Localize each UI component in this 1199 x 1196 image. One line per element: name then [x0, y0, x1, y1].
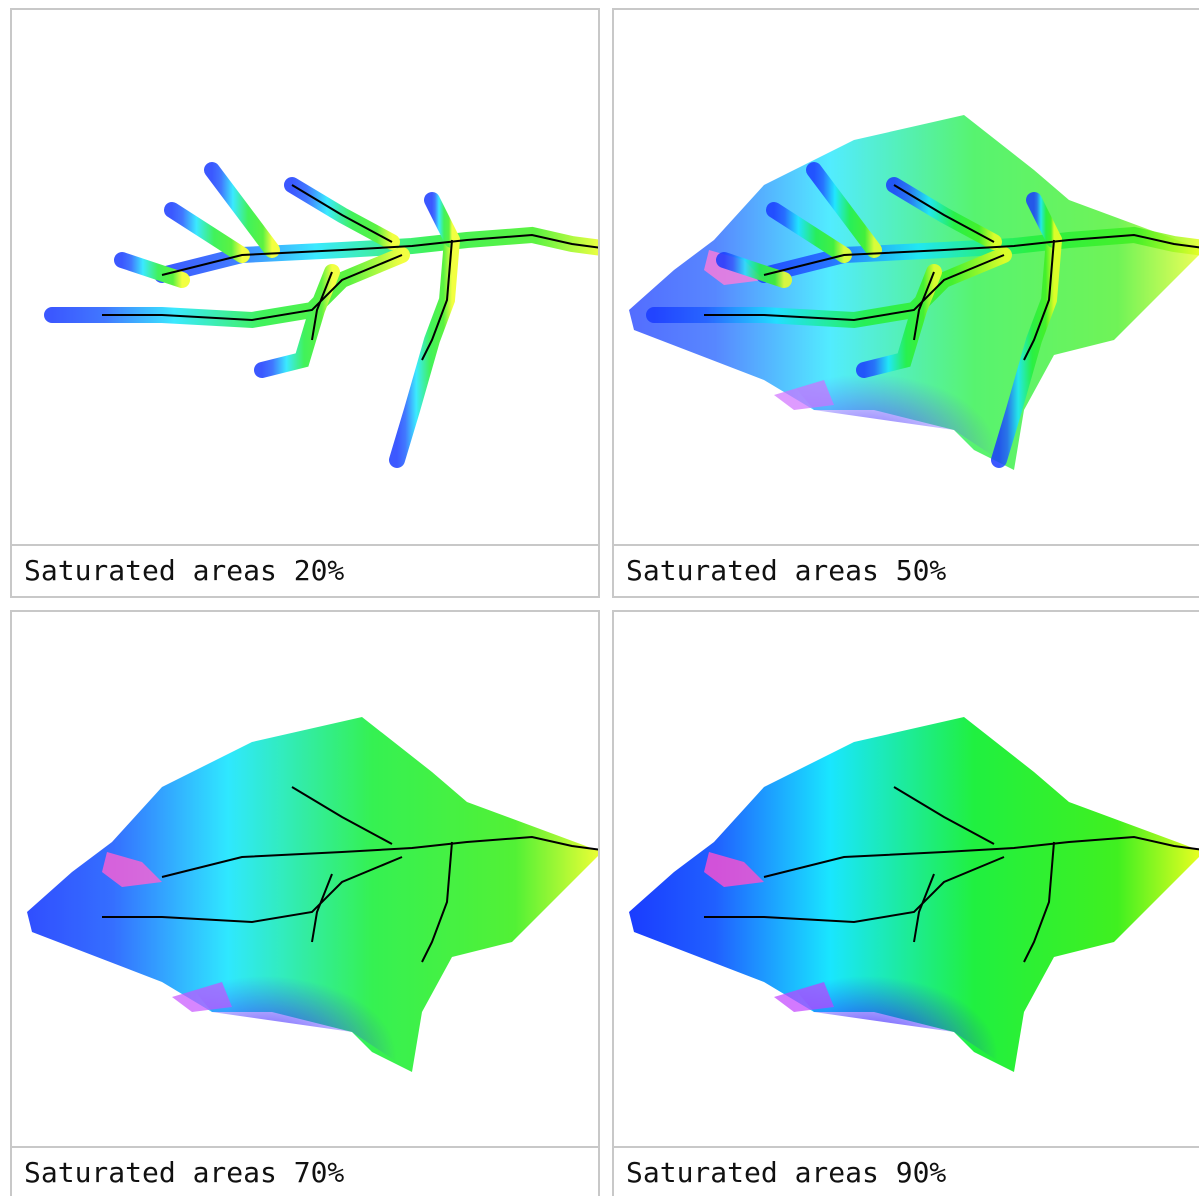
map: [614, 10, 1199, 546]
map: [12, 612, 598, 1148]
caption: Saturated areas 90%: [614, 1146, 1199, 1196]
caption: Saturated areas 70%: [12, 1146, 598, 1196]
panel: Saturated areas 50%: [612, 8, 1199, 598]
caption: Saturated areas 50%: [614, 544, 1199, 596]
page: Saturated areas 20% Saturated areas 50% …: [0, 0, 1199, 1196]
panel: Saturated areas 20%: [10, 8, 600, 598]
map: [12, 10, 598, 546]
caption: Saturated areas 20%: [12, 544, 598, 596]
panel: Saturated areas 90%: [612, 610, 1199, 1196]
map: [614, 612, 1199, 1148]
panel: Saturated areas 70%: [10, 610, 600, 1196]
